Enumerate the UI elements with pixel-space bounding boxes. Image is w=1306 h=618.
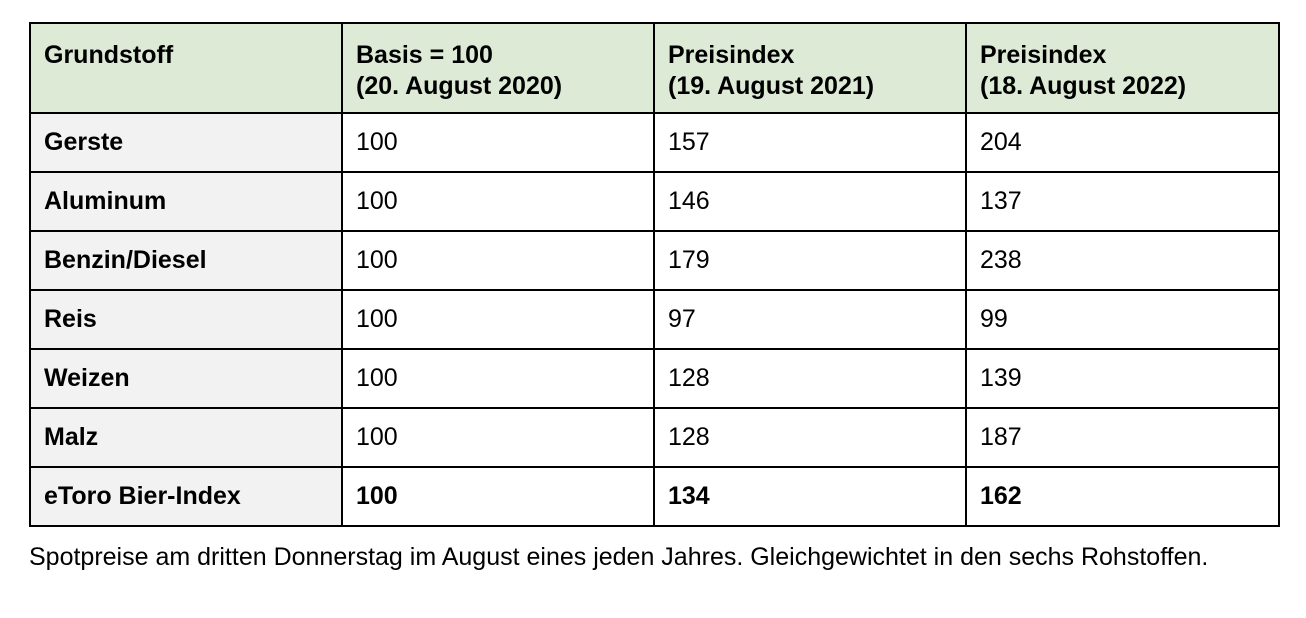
header-line-2: (19. August 2021) bbox=[668, 72, 875, 100]
row-label: Gerste bbox=[29, 112, 343, 173]
cell-2022: 238 bbox=[965, 230, 1280, 291]
header-grundstoff: Grundstoff bbox=[29, 22, 343, 114]
table-row: Weizen 100 128 139 bbox=[29, 348, 1280, 409]
header-line-1: Preisindex bbox=[980, 41, 1107, 69]
row-label: Benzin/Diesel bbox=[29, 230, 343, 291]
cell-2021: 157 bbox=[653, 112, 967, 173]
cell-2022: 187 bbox=[965, 407, 1280, 468]
cell-2021: 97 bbox=[653, 289, 967, 350]
cell-2022: 99 bbox=[965, 289, 1280, 350]
cell-basis: 100 bbox=[341, 171, 655, 232]
table-row: Reis 100 97 99 bbox=[29, 289, 1280, 350]
cell-2021: 179 bbox=[653, 230, 967, 291]
row-label: eToro Bier-Index bbox=[29, 466, 343, 527]
table-row: Benzin/Diesel 100 179 238 bbox=[29, 230, 1280, 291]
row-label: Aluminum bbox=[29, 171, 343, 232]
header-line-1: Preisindex bbox=[668, 41, 795, 69]
cell-basis: 100 bbox=[341, 230, 655, 291]
price-index-table-container: Grundstoff Basis = 100 (20. August 2020)… bbox=[29, 22, 1280, 527]
cell-basis: 100 bbox=[341, 289, 655, 350]
table-footnote: Spotpreise am dritten Donnerstag im Augu… bbox=[29, 543, 1209, 571]
row-label: Malz bbox=[29, 407, 343, 468]
header-line-1: Basis = 100 bbox=[356, 41, 493, 69]
table-row: Aluminum 100 146 137 bbox=[29, 171, 1280, 232]
cell-2021: 128 bbox=[653, 348, 967, 409]
table-row: Gerste 100 157 204 bbox=[29, 112, 1280, 173]
cell-2021: 134 bbox=[653, 466, 967, 527]
header-basis: Basis = 100 (20. August 2020) bbox=[341, 22, 655, 114]
header-line-1: Grundstoff bbox=[44, 41, 174, 69]
cell-2021: 146 bbox=[653, 171, 967, 232]
total-row: eToro Bier-Index 100 134 162 bbox=[29, 466, 1280, 527]
table-header-row: Grundstoff Basis = 100 (20. August 2020)… bbox=[29, 22, 1280, 114]
cell-2022: 162 bbox=[965, 466, 1280, 527]
header-preisindex-2021: Preisindex (19. August 2021) bbox=[653, 22, 967, 114]
header-line-2: (18. August 2022) bbox=[980, 72, 1187, 100]
header-preisindex-2022: Preisindex (18. August 2022) bbox=[965, 22, 1280, 114]
table-row: Malz 100 128 187 bbox=[29, 407, 1280, 468]
cell-basis: 100 bbox=[341, 466, 655, 527]
cell-2022: 139 bbox=[965, 348, 1280, 409]
cell-basis: 100 bbox=[341, 348, 655, 409]
cell-2021: 128 bbox=[653, 407, 967, 468]
cell-basis: 100 bbox=[341, 407, 655, 468]
row-label: Weizen bbox=[29, 348, 343, 409]
header-line-2: (20. August 2020) bbox=[356, 72, 563, 100]
row-label: Reis bbox=[29, 289, 343, 350]
cell-2022: 204 bbox=[965, 112, 1280, 173]
cell-2022: 137 bbox=[965, 171, 1280, 232]
price-index-table: Grundstoff Basis = 100 (20. August 2020)… bbox=[29, 22, 1280, 527]
cell-basis: 100 bbox=[341, 112, 655, 173]
